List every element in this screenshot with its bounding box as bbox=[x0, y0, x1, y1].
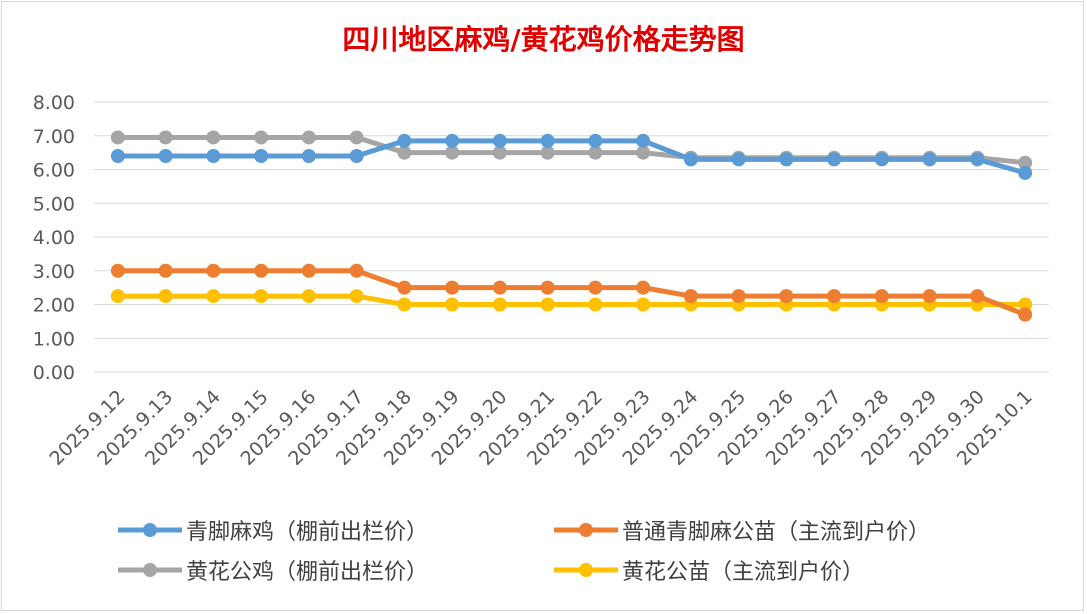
data-point[interactable] bbox=[636, 133, 651, 148]
y-tick-label: 1.00 bbox=[33, 328, 75, 350]
series-3 bbox=[110, 130, 1033, 170]
y-tick-label: 5.00 bbox=[33, 193, 75, 215]
data-point[interactable] bbox=[1018, 155, 1033, 170]
data-point[interactable] bbox=[158, 130, 173, 145]
data-point[interactable] bbox=[540, 297, 555, 312]
data-point[interactable] bbox=[158, 263, 173, 278]
y-tick-label: 0.00 bbox=[33, 362, 75, 384]
y-tick-label: 2.00 bbox=[33, 295, 75, 317]
data-point[interactable] bbox=[445, 280, 460, 295]
data-point[interactable] bbox=[588, 133, 603, 148]
y-axis-ticks: 0.00 1.00 2.00 3.00 4.00 5.00 6.00 7.00 8.00 bbox=[33, 92, 75, 384]
series-1 bbox=[110, 133, 1033, 180]
data-point[interactable] bbox=[731, 289, 746, 304]
series-line-4 bbox=[115, 293, 1028, 307]
data-point[interactable] bbox=[683, 152, 698, 167]
data-point[interactable] bbox=[827, 152, 842, 167]
y-tick-label: 4.00 bbox=[33, 227, 75, 249]
data-point[interactable] bbox=[301, 130, 316, 145]
data-point[interactable] bbox=[301, 289, 316, 304]
data-point[interactable] bbox=[110, 130, 125, 145]
y-tick-label: 8.00 bbox=[33, 92, 75, 114]
data-point[interactable] bbox=[1018, 165, 1033, 180]
data-point[interactable] bbox=[349, 289, 364, 304]
data-point[interactable] bbox=[206, 263, 221, 278]
data-point[interactable] bbox=[254, 289, 269, 304]
data-point[interactable] bbox=[397, 280, 412, 295]
y-tick-label: 3.00 bbox=[33, 261, 75, 283]
data-point[interactable] bbox=[349, 130, 364, 145]
series-line-2 bbox=[115, 268, 1028, 318]
data-point[interactable] bbox=[445, 145, 460, 160]
data-point[interactable] bbox=[110, 289, 125, 304]
data-point[interactable] bbox=[397, 297, 412, 312]
data-point[interactable] bbox=[349, 263, 364, 278]
data-point[interactable] bbox=[492, 280, 507, 295]
data-point[interactable] bbox=[1018, 297, 1033, 312]
data-point[interactable] bbox=[540, 145, 555, 160]
data-point[interactable] bbox=[874, 152, 889, 167]
data-point[interactable] bbox=[445, 297, 460, 312]
series-4 bbox=[110, 289, 1033, 312]
data-point[interactable] bbox=[206, 149, 221, 163]
data-point[interactable] bbox=[970, 289, 985, 304]
data-point[interactable] bbox=[445, 133, 460, 148]
x-axis-ticks: 2025.9.122025.9.132025.9.142025.9.152025… bbox=[45, 386, 1036, 470]
data-point[interactable] bbox=[540, 133, 555, 148]
y-tick-label: 7.00 bbox=[33, 126, 75, 148]
series-2 bbox=[110, 263, 1033, 322]
series-line-1 bbox=[115, 138, 1028, 176]
data-point[interactable] bbox=[636, 145, 651, 160]
data-point[interactable] bbox=[158, 289, 173, 304]
data-point[interactable] bbox=[540, 280, 555, 295]
data-point[interactable] bbox=[588, 145, 603, 160]
data-point[interactable] bbox=[779, 152, 794, 167]
data-point[interactable] bbox=[636, 297, 651, 312]
data-point[interactable] bbox=[206, 289, 221, 304]
data-point[interactable] bbox=[110, 263, 125, 278]
series-lines bbox=[110, 130, 1033, 322]
data-point[interactable] bbox=[779, 289, 794, 304]
data-point[interactable] bbox=[349, 149, 364, 163]
data-point[interactable] bbox=[254, 149, 269, 163]
data-point[interactable] bbox=[158, 149, 173, 163]
data-point[interactable] bbox=[970, 152, 985, 167]
chart-title: 四川地区麻鸡/黄花鸡价格走势图 bbox=[342, 23, 745, 56]
data-point[interactable] bbox=[922, 289, 937, 304]
data-point[interactable] bbox=[588, 297, 603, 312]
data-point[interactable] bbox=[254, 130, 269, 145]
data-point[interactable] bbox=[731, 152, 746, 167]
data-point[interactable] bbox=[301, 263, 316, 278]
data-point[interactable] bbox=[206, 130, 221, 145]
y-tick-label: 6.00 bbox=[33, 160, 75, 182]
data-point[interactable] bbox=[636, 280, 651, 295]
data-point[interactable] bbox=[301, 149, 316, 163]
data-point[interactable] bbox=[397, 145, 412, 160]
data-point[interactable] bbox=[492, 145, 507, 160]
data-point[interactable] bbox=[827, 289, 842, 304]
data-point[interactable] bbox=[492, 297, 507, 312]
data-point[interactable] bbox=[683, 289, 698, 304]
data-point[interactable] bbox=[397, 133, 412, 148]
data-point[interactable] bbox=[874, 289, 889, 304]
data-point[interactable] bbox=[922, 152, 937, 167]
data-point[interactable] bbox=[492, 133, 507, 148]
data-point[interactable] bbox=[110, 149, 125, 163]
data-point[interactable] bbox=[588, 280, 603, 295]
data-point[interactable] bbox=[254, 263, 269, 278]
data-point[interactable] bbox=[1018, 307, 1033, 322]
